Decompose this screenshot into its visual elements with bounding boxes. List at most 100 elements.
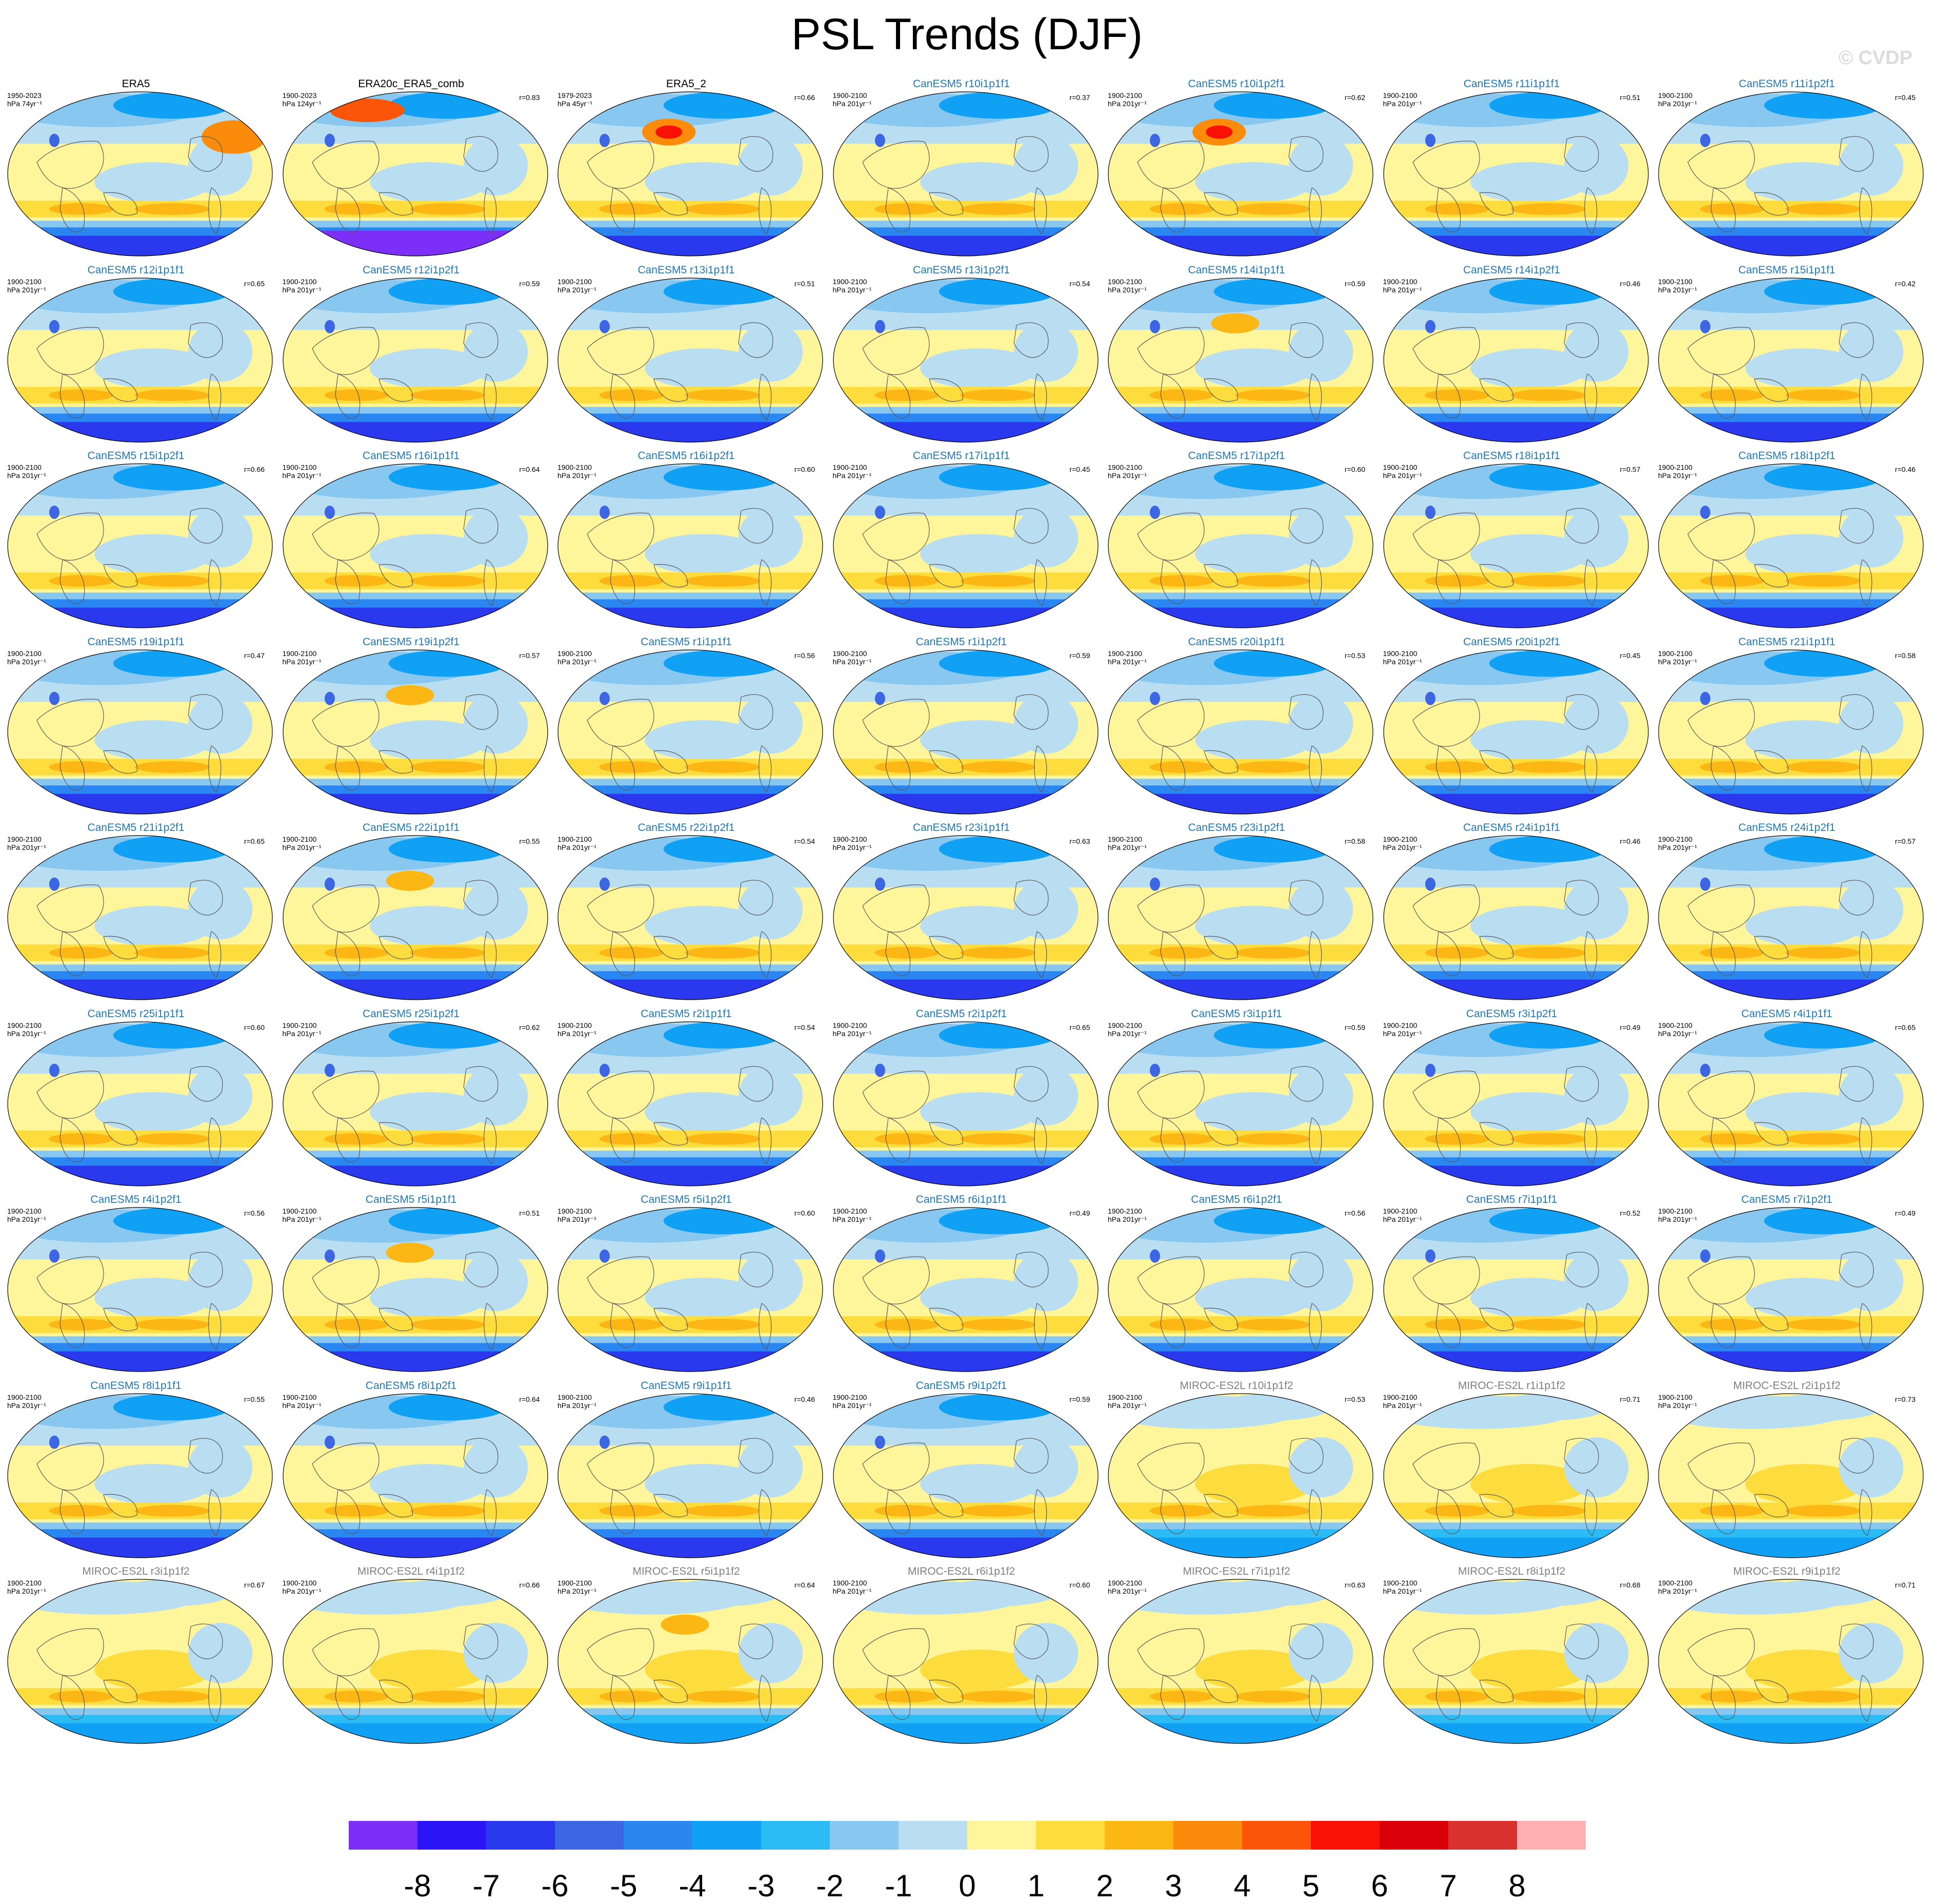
panel-correlation: r=0.64 (519, 1395, 540, 1403)
field-south-max (1235, 203, 1310, 215)
map-panel: CanESM5 r9i1p2f1 1900-2100 hPa 201yr⁻¹ r=0.… (826, 1380, 1099, 1560)
field-south-max (324, 575, 389, 587)
field-antarctic-core (1659, 1723, 1923, 1743)
field-south-max (1425, 389, 1489, 401)
colorbar-swatch (1311, 1821, 1380, 1850)
field-americas (1564, 1623, 1628, 1683)
field-south-max (1235, 1691, 1310, 1702)
coastline (378, 1122, 413, 1145)
coastline (1563, 880, 1599, 916)
field-americas (1013, 135, 1078, 196)
coastline (208, 1489, 222, 1536)
panel-correlation: r=0.46 (1895, 465, 1916, 473)
panel-correlation: r=0.60 (1069, 1581, 1090, 1589)
map-border (557, 1207, 823, 1372)
map-border (557, 277, 823, 443)
coastline (1137, 1442, 1205, 1491)
field-south-max (49, 761, 113, 773)
field-americas (463, 1437, 528, 1497)
field-wp-low (1700, 1063, 1710, 1077)
coastline (311, 884, 380, 933)
field-south-max (1425, 947, 1489, 959)
field-south-max (1700, 389, 1764, 401)
field-antarctic-core (558, 422, 823, 442)
panel-title: MIROC-ES2L r2i1p1f2 (1733, 1379, 1841, 1392)
field-wp-low (599, 505, 610, 519)
coastline (1859, 1117, 1872, 1164)
map-border (832, 1021, 1099, 1186)
field-south-max (1785, 389, 1861, 401)
field-wp-low (1149, 1063, 1160, 1077)
panel-correlation: r=0.37 (1069, 93, 1090, 102)
colorbar-tick-label: -3 (747, 1869, 775, 1903)
panel-period: 1900-2100 (832, 463, 867, 471)
field-south-max (1149, 389, 1214, 401)
globe-map (7, 1021, 273, 1186)
field-antarctic-core (283, 1723, 548, 1743)
panel-correlation: r=0.57 (519, 651, 540, 660)
panel-title: CanESM5 r10i1p2f1 (1188, 78, 1285, 90)
coastline (1033, 559, 1047, 606)
map-border (557, 1021, 823, 1186)
coastline (1309, 1489, 1322, 1536)
colorbar-swatch (624, 1821, 692, 1850)
coastline (1033, 1117, 1047, 1164)
field-south-max (49, 1691, 113, 1702)
field-americas (1288, 507, 1353, 568)
map-panel: MIROC-ES2L r10i1p1f2 1900-2100 hPa 201yr⁻¹… (1101, 1380, 1373, 1560)
field-south-max (1425, 1133, 1489, 1145)
panel-correlation: r=0.65 (1895, 1023, 1916, 1032)
field-antarctic-core (8, 1351, 272, 1372)
field-wp-low (1149, 320, 1160, 333)
coastline (378, 192, 413, 216)
field-americas (1288, 135, 1353, 196)
field-south-max (1425, 761, 1489, 773)
field-south-max (134, 389, 210, 401)
coastline (1754, 1679, 1789, 1703)
map-border (832, 1393, 1099, 1558)
panel-title: ERA5_2 (666, 78, 707, 90)
panel-title: CanESM5 r17i1p2f1 (1188, 450, 1285, 462)
coastline (1687, 327, 1755, 375)
field-south-max (410, 947, 485, 959)
panel-title: CanESM5 r6i1p1f1 (915, 1194, 1007, 1205)
coastline (885, 187, 910, 232)
panel-unit: hPa 201yr⁻¹ (282, 1029, 322, 1038)
field-south-max (874, 947, 939, 959)
map-border (1383, 1579, 1649, 1744)
colorbar-swatch (967, 1821, 1036, 1850)
coastline (1584, 187, 1597, 234)
coastline (1859, 1675, 1872, 1722)
coastline (587, 1628, 654, 1676)
coastline (1033, 1489, 1047, 1536)
field-antarctic-core (1108, 979, 1373, 1000)
colorbar-tick-label: 7 (1440, 1869, 1457, 1903)
map-panel: CanESM5 r14i1p2f1 1900-2100 hPa 201yr⁻¹ r=0… (1376, 264, 1649, 445)
field-americas (1013, 1251, 1078, 1312)
map-border (1108, 1207, 1373, 1372)
field-south-max (324, 203, 389, 215)
coastline (1412, 141, 1480, 189)
panel-correlation: r=0.73 (1895, 1395, 1916, 1403)
map-border (7, 649, 273, 815)
coastline (885, 745, 910, 790)
coastline (1013, 508, 1048, 544)
coastline (1839, 1623, 1874, 1659)
coastline (1412, 699, 1480, 747)
map-border (7, 463, 273, 628)
coastline (483, 1117, 496, 1164)
field-south-max (1700, 575, 1764, 587)
panel-title: CanESM5 r3i1p2f1 (1466, 1007, 1558, 1020)
field-americas (463, 1065, 528, 1125)
field-south-max (960, 1319, 1035, 1331)
map-panel: CanESM5 r4i1p2f1 1900-2100 hPa 201yr⁻¹ r=0.… (0, 1194, 273, 1374)
field-wp-low (874, 1435, 885, 1449)
map-panel: CanESM5 r22i1p1f1 1900-2100 hPa 201yr⁻¹ r=0… (275, 822, 548, 1002)
globe-map (282, 1579, 548, 1744)
field-south-max (599, 1504, 664, 1517)
field-pacific (1195, 1650, 1313, 1690)
panel-period: 1900-2100 (1108, 1579, 1142, 1587)
map-panel: CanESM5 r10i1p1f1 1900-2100 hPa 201yr⁻¹ r=0… (826, 78, 1099, 259)
coastline (1584, 1303, 1597, 1350)
panel-unit: hPa 201yr⁻¹ (1658, 657, 1697, 666)
